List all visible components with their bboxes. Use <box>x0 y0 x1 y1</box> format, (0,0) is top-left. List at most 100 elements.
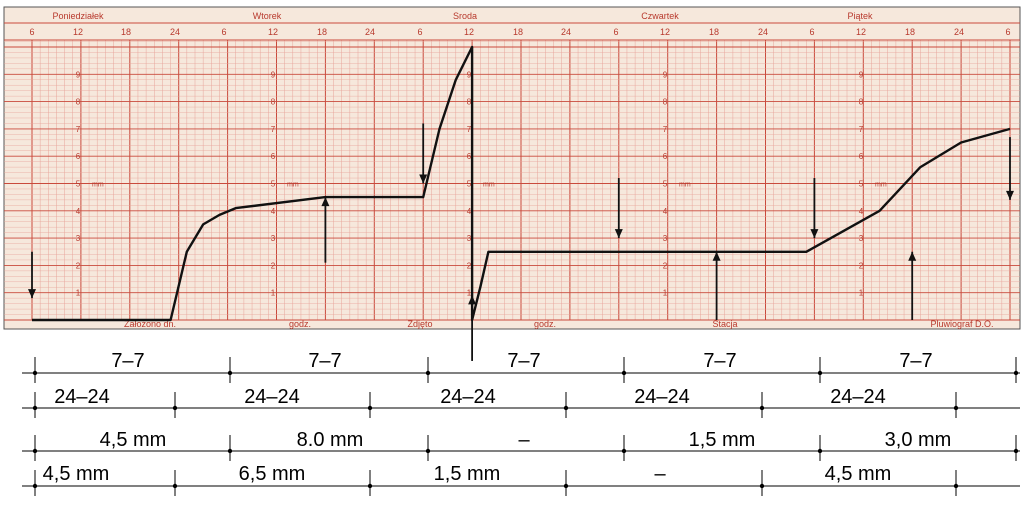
hour-tick-label: 6 <box>809 27 814 37</box>
hour-tick-labels: 6 12 18 24 6 12 18 24 6 12 18 24 6 12 18… <box>29 27 1010 37</box>
dim-label: 24–24 <box>244 386 300 408</box>
y-tick-label: 4 <box>271 207 276 216</box>
precipitation-trace <box>32 45 1011 322</box>
hour-tick-label: 18 <box>317 27 327 37</box>
reading-arrow-head <box>810 229 819 239</box>
dim-label: 24–24 <box>440 386 496 408</box>
y-tick-label: 9 <box>271 70 276 79</box>
day-label: Wtorek <box>253 11 282 21</box>
y-tick-label: 1 <box>76 289 81 298</box>
dimension-dot <box>227 370 233 376</box>
dimension-dot <box>425 448 431 454</box>
dimension-dot <box>953 405 959 411</box>
dim-label: 7–7 <box>507 350 540 372</box>
y-tick-label: 6 <box>859 152 864 161</box>
footer-label: Stacja <box>712 319 737 329</box>
y-tick-label: 4 <box>76 207 81 216</box>
y-tick-label: 1 <box>859 289 864 298</box>
hour-tick-label: 6 <box>613 27 618 37</box>
y-tick-label: 7 <box>76 125 81 134</box>
y-tick-label: 7 <box>271 125 276 134</box>
y-tick-label: 3 <box>467 234 472 243</box>
y-unit-label: mm <box>875 182 887 189</box>
dim-label: 24–24 <box>830 386 886 408</box>
day-label: Poniedziałek <box>52 11 104 21</box>
footer-label: Założono dn. <box>124 319 176 329</box>
y-tick-label: 8 <box>271 98 276 107</box>
y-unit-label: mm <box>679 182 691 189</box>
dim-label: 7–7 <box>111 350 144 372</box>
hour-tick-label: 24 <box>954 27 964 37</box>
hour-tick-label: 12 <box>856 27 866 37</box>
hour-tick-label: 24 <box>365 27 375 37</box>
reading-arrow-head <box>419 174 428 184</box>
dimension-dot <box>32 448 38 454</box>
reading-arrow-head <box>908 251 917 261</box>
y-unit-label: mm <box>287 182 299 189</box>
y-tick-label: 4 <box>467 207 472 216</box>
y-tick-label: 9 <box>663 70 668 79</box>
dimension-dot <box>621 448 627 454</box>
dimension-dot <box>425 370 431 376</box>
hour-tick-label: 24 <box>170 27 180 37</box>
dimension-dot <box>227 448 233 454</box>
reading-arrow-head <box>1006 190 1014 200</box>
reading-arrow-head <box>712 251 721 261</box>
dimension-dot <box>759 483 765 489</box>
dimension-rows: 7–7 7–7 7–7 7–7 7–7 24–24 24–24 24–24 24… <box>22 350 1020 496</box>
reading-arrow-head <box>28 289 36 299</box>
dim-label: 6,5 mm <box>239 463 306 485</box>
y-tick-label: 4 <box>663 207 668 216</box>
dim-label: 7–7 <box>899 350 932 372</box>
y-unit-label: mm <box>92 182 104 189</box>
dimension-dot <box>759 405 765 411</box>
paper-background <box>3 6 1021 330</box>
y-tick-label: 5 <box>859 180 864 189</box>
hour-tick-label: 6 <box>221 27 226 37</box>
hour-tick-label: 6 <box>29 27 34 37</box>
dim-label: 24–24 <box>634 386 690 408</box>
y-tick-label: 1 <box>663 289 668 298</box>
y-tick-label: 2 <box>467 261 472 270</box>
y-tick-label: 4 <box>859 207 864 216</box>
dimension-dot <box>563 483 569 489</box>
dimension-dot <box>172 483 178 489</box>
footer-label: Pluwiograf D.O. <box>930 319 993 329</box>
hour-tick-label: 6 <box>417 27 422 37</box>
dimension-dot <box>172 405 178 411</box>
day-label: Czwartek <box>641 11 679 21</box>
y-tick-labels: 1 2 3 4 5 6 7 8 9 mm 1 2 3 4 5 6 7 8 9 mm 1 2 3 4 5 6 7 8 9 mm 1 2 3 4 5 6 7… <box>76 70 887 297</box>
dimension-dot <box>32 370 38 376</box>
hour-tick-label: 24 <box>758 27 768 37</box>
y-unit-label: mm <box>483 182 495 189</box>
y-tick-label: 5 <box>271 180 276 189</box>
y-tick-label: 2 <box>271 261 276 270</box>
dim-label: 3,0 mm <box>885 429 952 451</box>
y-tick-label: 2 <box>663 261 668 270</box>
y-tick-label: 3 <box>76 234 81 243</box>
dim-label: – <box>654 463 666 485</box>
hour-tick-label: 12 <box>464 27 474 37</box>
reading-arrow-head <box>614 229 623 239</box>
trace-line <box>32 45 1011 322</box>
y-tick-label: 8 <box>76 98 81 107</box>
footer-label: godz. <box>534 319 556 329</box>
dim-label: 4,5 mm <box>43 463 110 485</box>
hour-tick-label: 12 <box>73 27 83 37</box>
dim-label: 7–7 <box>308 350 341 372</box>
hour-tick-label: 18 <box>513 27 523 37</box>
y-tick-label: 8 <box>859 98 864 107</box>
y-tick-label: 8 <box>663 98 668 107</box>
footer-label: Zdjęto <box>407 319 432 329</box>
y-tick-label: 6 <box>271 152 276 161</box>
footer-labels: Założono dn. godz. Zdjęto godz. Stacja P… <box>124 319 994 329</box>
day-label: Sroda <box>453 11 477 21</box>
y-tick-label: 8 <box>467 98 472 107</box>
hour-tick-label: 12 <box>660 27 670 37</box>
dimension-dot <box>367 405 373 411</box>
y-tick-label: 2 <box>859 261 864 270</box>
footer-label: godz. <box>289 319 311 329</box>
reading-arrow-head <box>468 295 477 305</box>
y-tick-label: 3 <box>663 234 668 243</box>
dim-label: – <box>518 429 530 451</box>
